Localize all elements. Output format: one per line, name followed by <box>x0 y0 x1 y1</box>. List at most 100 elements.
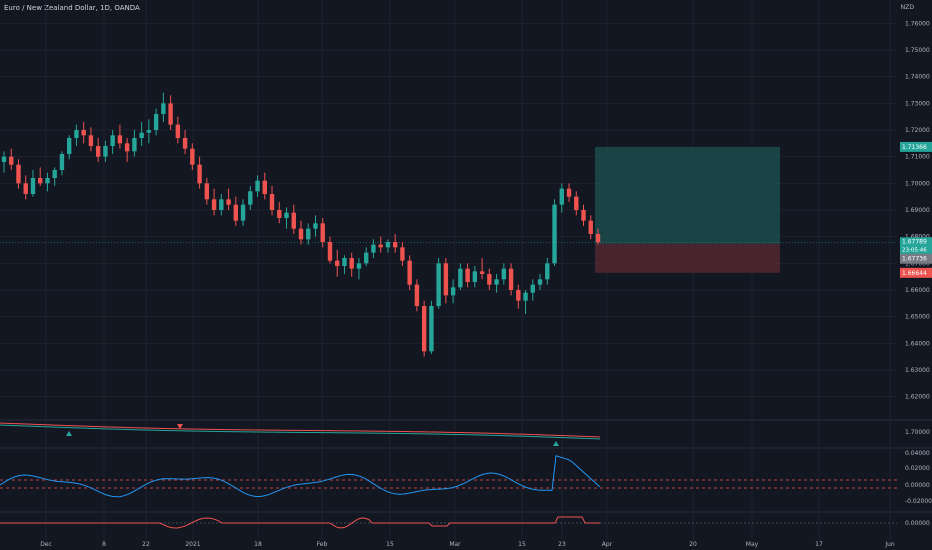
candle-body <box>284 212 289 218</box>
candle-body <box>175 124 181 138</box>
indicator2-axis-label: 0.00000 <box>905 482 930 489</box>
price-label: 1.66000 <box>905 287 930 294</box>
candle-body <box>52 170 57 178</box>
candle-body <box>66 138 72 154</box>
indicator1-lower <box>0 424 601 440</box>
candle-body <box>487 274 492 285</box>
candle-body <box>421 306 427 352</box>
entry-price-badge: 1.67736 <box>902 256 927 263</box>
indicator2-axis-label: 0.04000 <box>905 450 930 457</box>
loss-zone <box>595 243 780 273</box>
time-label: 18 <box>254 541 262 548</box>
price-label: 1.70000 <box>905 180 930 187</box>
candle-body <box>378 244 383 248</box>
candle-body <box>530 284 536 293</box>
entry-price-badge-bg <box>900 253 932 264</box>
candle-body <box>494 279 499 285</box>
price-label: 1.76000 <box>905 20 930 27</box>
stop-price-badge: 1.66644 <box>902 270 927 277</box>
candle-body <box>262 180 267 194</box>
candle-body <box>545 263 550 280</box>
time-label: 15 <box>518 541 526 548</box>
time-label: Dec <box>40 541 52 548</box>
histogram-line <box>0 516 600 529</box>
candle-body <box>45 178 50 184</box>
candle-body <box>313 223 318 229</box>
candle-body <box>400 247 405 261</box>
signal-up-marker <box>66 431 72 436</box>
candle-body <box>1 156 7 162</box>
price-label: 1.68000 <box>905 234 930 241</box>
candle-body <box>407 260 412 285</box>
time-label: Mar <box>449 541 461 548</box>
candle-body <box>566 188 572 197</box>
candle-body <box>240 204 246 221</box>
candle-body <box>450 287 456 296</box>
time-label: Apr <box>602 541 613 548</box>
time-label: Feb <box>317 541 328 548</box>
current-price-badge-bg <box>900 237 932 258</box>
candle-body <box>110 135 115 146</box>
indicator1-upper <box>0 422 601 438</box>
candle-body <box>501 268 507 280</box>
candle-body <box>479 271 485 274</box>
candle-body <box>117 135 123 144</box>
candle-body <box>30 178 36 194</box>
candle-body <box>255 180 260 192</box>
candle-body <box>588 220 593 234</box>
signal-down-marker <box>177 424 183 429</box>
price-label: 1.75000 <box>905 47 930 54</box>
candle-body <box>537 279 543 285</box>
target-price-badge: 1.71366 <box>902 144 927 151</box>
indicator1-axis-label: 1.70000 <box>905 429 930 436</box>
candle-body <box>516 290 521 301</box>
time-label: 2021 <box>185 541 200 548</box>
candle-body <box>269 194 275 210</box>
price-label: 1.64000 <box>905 340 930 347</box>
candle-body <box>363 252 369 264</box>
candle-body <box>349 258 354 269</box>
candle-body <box>306 228 311 240</box>
candle-body <box>581 210 586 221</box>
candle-body <box>197 164 202 184</box>
countdown-badge: 23:05:46 <box>902 247 927 253</box>
time-label: 15 <box>386 541 394 548</box>
candle-body <box>190 148 195 165</box>
candle-body <box>523 292 528 301</box>
time-label: 8 <box>102 541 106 548</box>
candle-body <box>182 138 188 149</box>
price-label: 1.72000 <box>905 127 930 134</box>
candle-body <box>342 258 347 266</box>
time-label: 22 <box>142 541 150 548</box>
candle-body <box>436 263 441 306</box>
candle-body <box>153 114 159 130</box>
candle-body <box>320 223 325 242</box>
candle-body <box>81 130 86 136</box>
time-label: Jun <box>884 541 895 548</box>
price-label: 1.73000 <box>905 100 930 107</box>
candle-body <box>146 130 152 133</box>
candle-body <box>356 263 362 269</box>
price-label: 1.63000 <box>905 367 930 374</box>
indicator2-axis-label: 0.02000 <box>905 465 930 472</box>
current-price-badge: 1.67789 <box>902 238 927 245</box>
candle-body <box>574 196 579 210</box>
candle-body <box>327 242 333 261</box>
profit-zone <box>595 146 780 244</box>
indicator2-axis-label: -0.02000 <box>905 498 932 505</box>
price-label: 1.65000 <box>905 314 930 321</box>
candle-body <box>226 199 231 205</box>
symbol-title[interactable]: Euro / New Zealand Dollar, 1D, OANDA <box>4 4 140 12</box>
candle-body <box>392 242 398 248</box>
candle-body <box>472 271 478 282</box>
candle-body <box>88 135 94 146</box>
candle-body <box>277 210 282 218</box>
candle-body <box>458 268 463 288</box>
price-label: 1.71000 <box>905 154 930 161</box>
time-label: 17 <box>815 541 823 548</box>
candle-body <box>95 146 101 157</box>
price-label: 1.69000 <box>905 207 930 214</box>
candle-body <box>219 199 224 210</box>
candle-body <box>385 242 391 248</box>
